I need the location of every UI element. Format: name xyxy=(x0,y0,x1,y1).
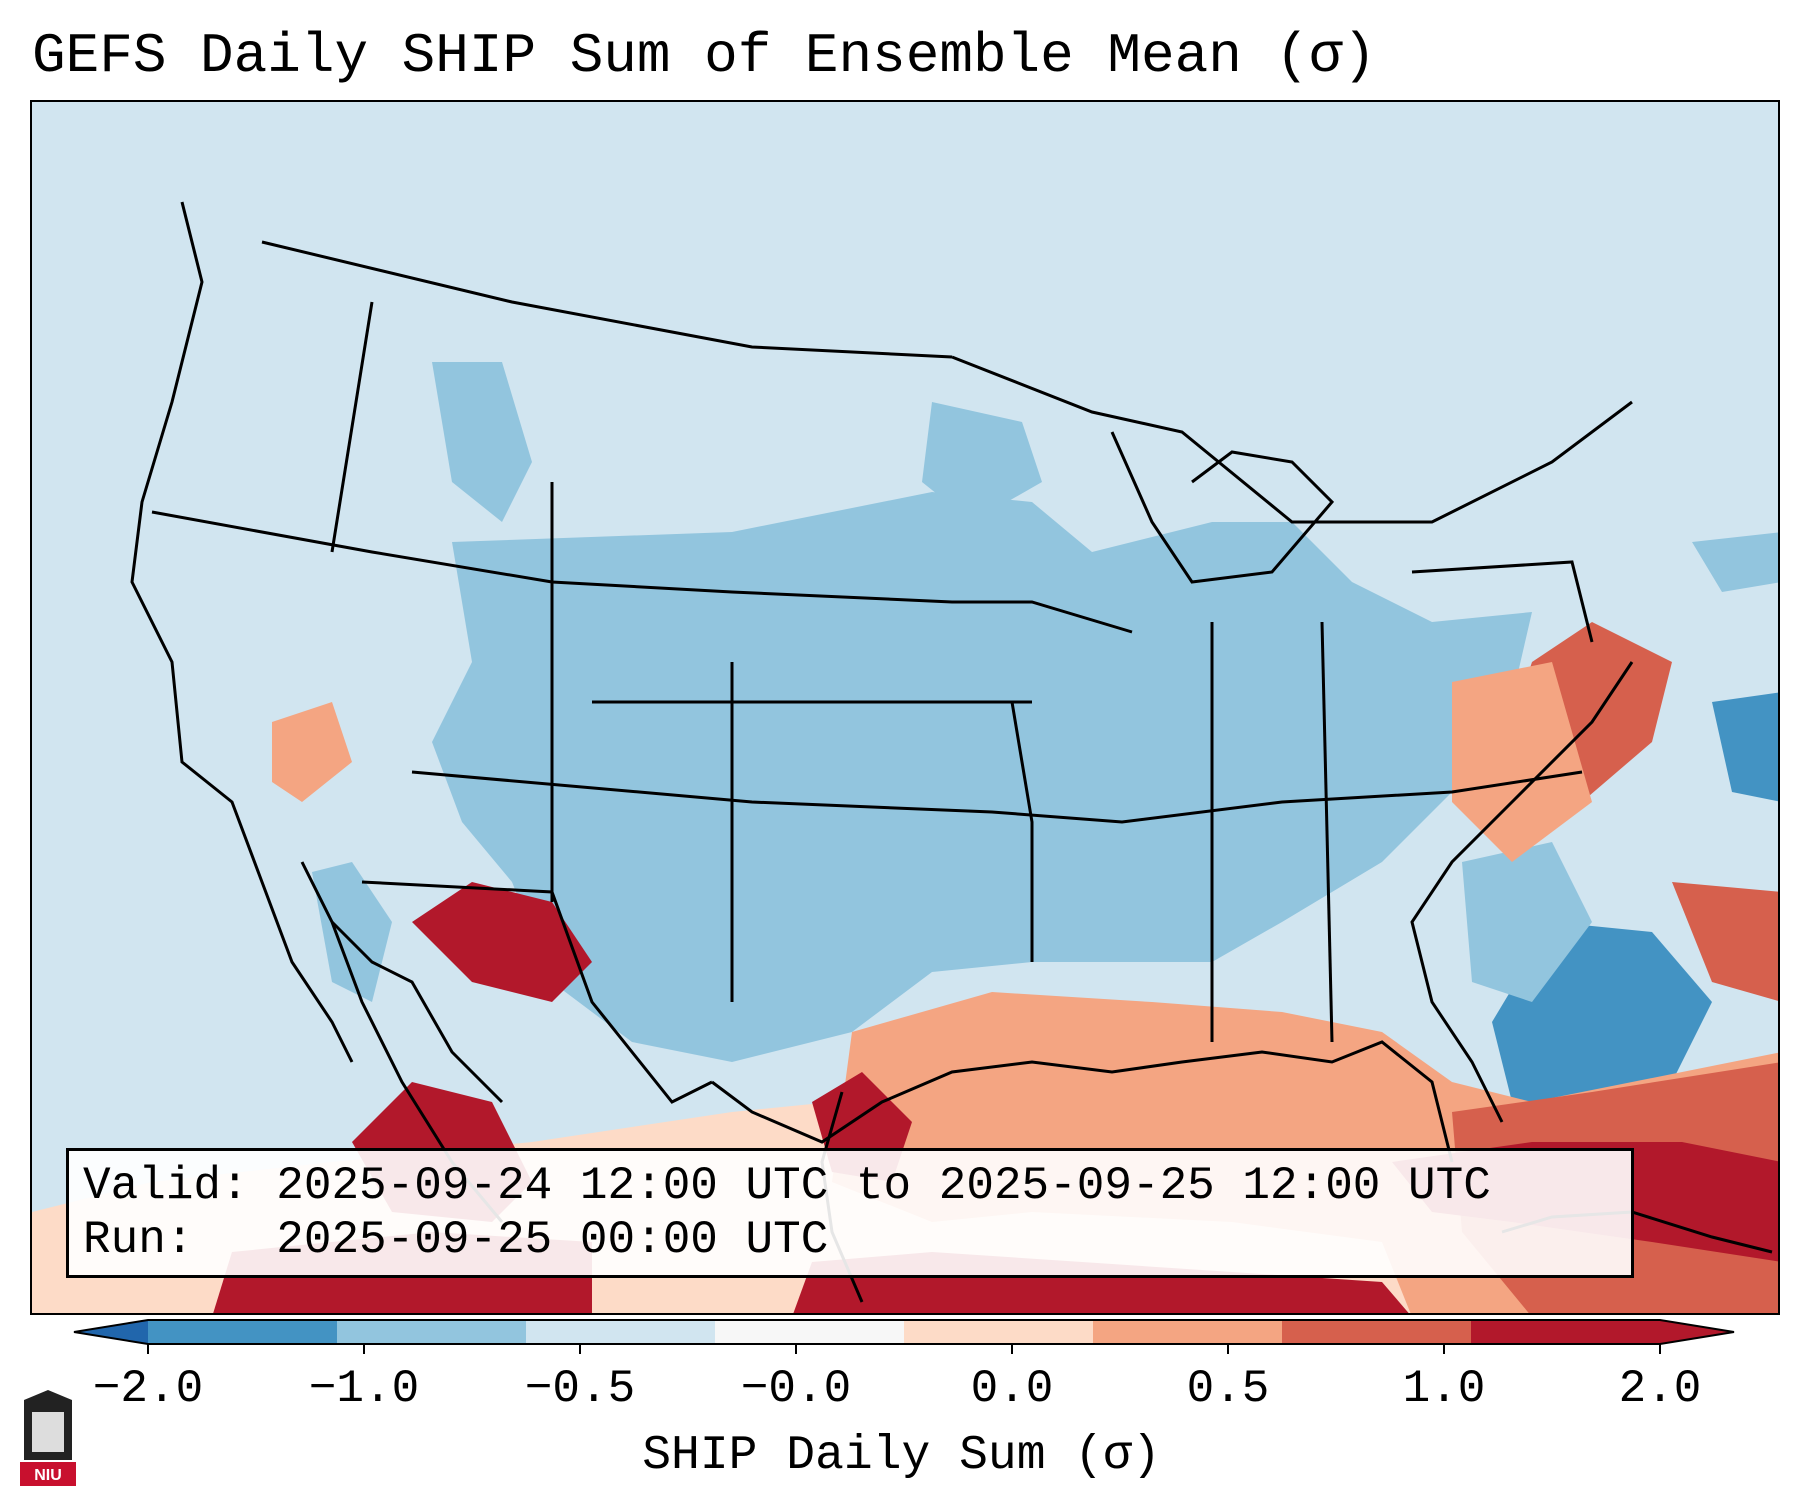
colorbar-tick-label: −1.0 xyxy=(308,1363,420,1415)
figure-title: GEFS Daily SHIP Sum of Ensemble Mean (σ) xyxy=(32,24,1377,88)
niu-logo: NIU xyxy=(20,1390,76,1486)
colorbar-extend-low xyxy=(74,1320,148,1344)
canada-border-west xyxy=(261,240,953,359)
state-line-vertical-1 xyxy=(1010,701,1034,962)
gulf-coastline xyxy=(711,1040,1454,1163)
state-line-vertical-4 xyxy=(330,301,374,553)
state-line-vertical-6 xyxy=(1320,621,1334,1043)
mexico-west-coast xyxy=(330,920,504,1104)
colorbar-label: SHIP Daily Sum (σ) xyxy=(642,1429,1161,1483)
run-time-line: Run: 2025-09-25 00:00 UTC xyxy=(83,1214,829,1266)
logo-banner xyxy=(20,1462,76,1486)
colorbar-outline xyxy=(73,1319,1735,1345)
logo-text: NIU xyxy=(34,1467,62,1484)
shading-region-midwest xyxy=(432,492,1532,1062)
colorbar-segment xyxy=(148,1320,338,1344)
shading-region-upper-midwest xyxy=(922,402,1042,522)
colorbar-tick-label: −2.0 xyxy=(92,1363,204,1415)
state-line-row-1 xyxy=(151,510,1133,634)
shading-region-sonora xyxy=(412,882,592,1002)
colorbar-extend-high xyxy=(1660,1320,1734,1344)
colorbar-segment xyxy=(1093,1320,1283,1344)
shading-region-rockies xyxy=(432,362,532,522)
valid-run-info-box: Valid: 2025-09-24 12:00 UTC to 2025-09-2… xyxy=(66,1148,1634,1278)
shading-region-nevada xyxy=(272,702,352,802)
colorbar-segment xyxy=(526,1320,716,1344)
colorbar-tick-label: 2.0 xyxy=(1618,1363,1702,1415)
map-panel xyxy=(30,100,1780,1315)
shading-region-atlantic-mid xyxy=(1462,842,1592,1002)
colorbar-tick-label: −0.0 xyxy=(740,1363,852,1415)
colorbar-segment xyxy=(337,1320,527,1344)
us-mexico-border xyxy=(361,880,713,1104)
canada-border-east xyxy=(951,355,1633,524)
valid-time-line: Valid: 2025-09-24 12:00 UTC to 2025-09-2… xyxy=(83,1160,1491,1212)
shading-region-carolina-ring xyxy=(1452,662,1592,862)
colorbar-segment xyxy=(1471,1320,1661,1344)
state-line-northeast xyxy=(1411,560,1594,643)
shading-region-atlantic-pos xyxy=(1672,882,1778,1001)
east-coastline xyxy=(1410,661,1634,1123)
shading-region-atlantic-low-2 xyxy=(1712,692,1778,802)
colorbar-tick-label: 0.5 xyxy=(1186,1363,1270,1415)
shading-region-baja xyxy=(312,862,392,1002)
colorbar-segments xyxy=(148,1320,1661,1344)
colorbar-segment xyxy=(1282,1320,1472,1344)
map-svg xyxy=(32,102,1778,1313)
shading-region-new-england-off xyxy=(1692,532,1778,592)
colorbar-segment xyxy=(715,1320,905,1344)
colorbar-tick-label: 0.0 xyxy=(970,1363,1054,1415)
state-line-row-2 xyxy=(411,770,1583,824)
colorbar-tick-label: 1.0 xyxy=(1402,1363,1486,1415)
west-coastline xyxy=(130,201,354,1063)
logo-window xyxy=(32,1412,64,1452)
colorbar-segment xyxy=(904,1320,1094,1344)
colorbar-tick-label: −0.5 xyxy=(524,1363,636,1415)
colorbar-ticks xyxy=(147,1344,1661,1354)
great-lakes-outline xyxy=(1110,431,1335,584)
